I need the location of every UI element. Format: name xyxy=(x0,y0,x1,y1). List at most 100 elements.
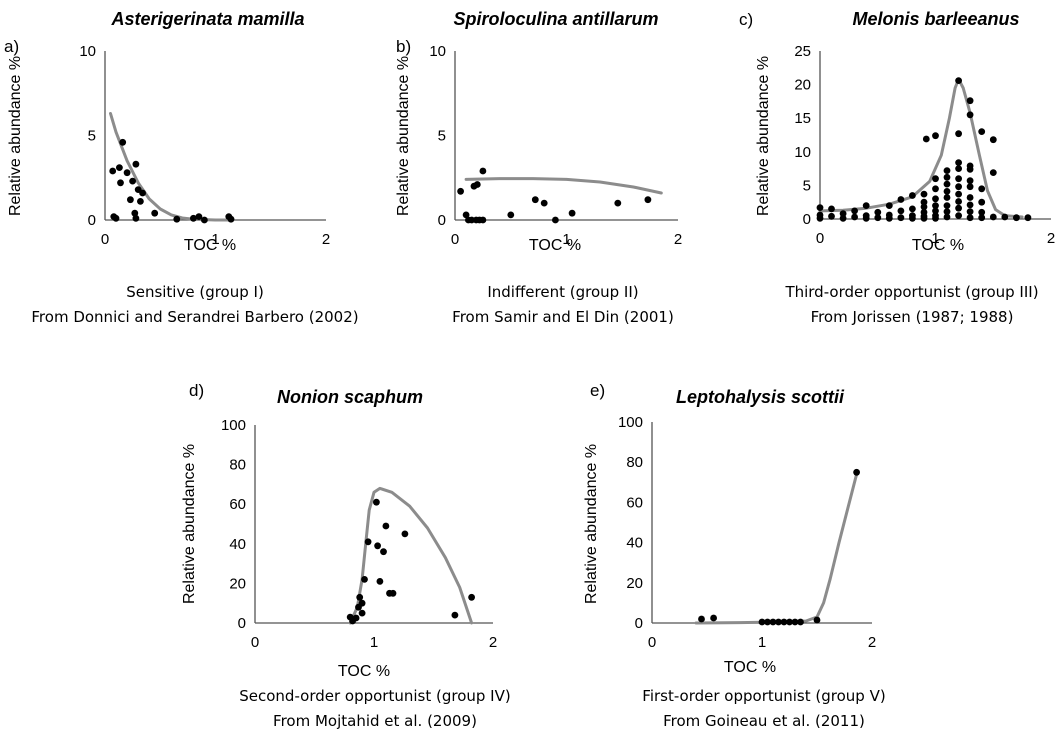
panel-3-data-point xyxy=(955,175,962,183)
panel-1-data-point xyxy=(126,196,134,204)
panel-3-title: Melonis barleeanus xyxy=(852,9,1019,29)
panel-3-data-point xyxy=(897,196,905,203)
panel-5-fit-curve xyxy=(694,472,859,625)
panel-1-data-point xyxy=(112,214,120,222)
panel-3-data-point xyxy=(966,214,974,222)
panel-3-data-point xyxy=(943,167,951,175)
panel-4-y-tick-label: 40 xyxy=(229,536,246,553)
panel-1-data-point xyxy=(123,169,131,177)
panel-1-data-point xyxy=(129,177,137,185)
panel-2-y-tick-label: 5 xyxy=(438,128,446,145)
panel-1-title: Asterigerinata mamilla xyxy=(110,9,304,29)
panel-4-data-point xyxy=(380,548,387,556)
panel-1-caption-group: Sensitive (group I) xyxy=(126,283,264,301)
panel-2-data-point xyxy=(479,167,487,175)
panel-3-y-axis-label: Relative abundance % xyxy=(755,56,772,216)
panel-4-x-tick-label: 1 xyxy=(370,634,378,651)
panel-3-x-tick-label: 2 xyxy=(1047,230,1055,247)
panel-4-data-point xyxy=(401,530,409,538)
panel-4-y-tick-label: 60 xyxy=(229,496,246,513)
panel-3-data-point xyxy=(828,205,835,213)
panel-3-caption-source: From Jorissen (1987; 1988) xyxy=(811,308,1014,326)
panel-4-data-point xyxy=(382,522,390,530)
panel-4-caption-group: Second-order opportunist (group IV) xyxy=(239,687,510,705)
panel-2-x-axis-label: TOC % xyxy=(529,237,581,254)
panel-4-data-point xyxy=(358,609,366,617)
panel-3-y-tick-label: 0 xyxy=(803,211,811,228)
panel-5-data-point xyxy=(769,618,777,626)
panel-3-data-point xyxy=(966,165,974,173)
panel-2-title: Spiroloculina antillarum xyxy=(453,9,658,29)
panel-3-data-point xyxy=(978,198,986,206)
panel-3-data-point xyxy=(955,130,962,138)
panel-2-data-point xyxy=(540,199,548,207)
panel-1-data-point xyxy=(139,189,147,197)
panel-3-data-point xyxy=(932,132,939,140)
panel-4-data-point xyxy=(364,538,372,546)
panel-4-y-tick-label: 100 xyxy=(221,417,246,434)
panel-3-data-point xyxy=(932,175,939,183)
panel-3-data-point xyxy=(1001,213,1009,221)
panel-2-x-tick-label: 0 xyxy=(451,231,459,248)
panel-2-data-point xyxy=(507,211,515,219)
panel-1-data-point xyxy=(117,179,124,187)
panel-3-data-point xyxy=(955,190,962,198)
panel-2-x-tick-label: 1 xyxy=(562,231,570,248)
panel-1-data-point xyxy=(190,214,197,222)
panel-1-fit-curve xyxy=(109,112,234,222)
panel-2-data-point xyxy=(644,196,652,204)
panel-3-x-tick-label: 1 xyxy=(931,230,939,247)
panel-1-data-point xyxy=(131,209,139,217)
panel-4-data-point xyxy=(358,599,366,607)
panel-3-y-tick-label: 20 xyxy=(794,77,811,94)
panel-3-data-point xyxy=(932,207,939,215)
panel-1-x-axis-label: TOC % xyxy=(184,237,236,254)
panel-4-data-point xyxy=(389,589,397,597)
panel-2-data-point xyxy=(531,196,539,204)
panel-4-data-point xyxy=(374,542,381,550)
panel-2-data-point xyxy=(457,187,464,195)
panel-3-fit-curve xyxy=(818,77,1024,219)
panel-3-data-point xyxy=(897,214,905,222)
panel-3-data-point xyxy=(955,198,962,205)
panel-4-x-tick-label: 2 xyxy=(489,634,497,651)
panel-5-y-tick-label: 0 xyxy=(635,615,643,632)
panel-3-x-tick-label: 0 xyxy=(816,230,824,247)
panel-4-x-tick-label: 0 xyxy=(251,634,259,651)
panel-3-data-point xyxy=(1024,214,1032,222)
panel-5-y-axis-label: Relative abundance % xyxy=(583,444,600,604)
panel-3-data-point xyxy=(943,173,951,181)
panel-1-data-point xyxy=(137,198,144,205)
panel-5-y-tick-label: 60 xyxy=(626,494,643,511)
panel-4-y-tick-label: 80 xyxy=(229,457,246,474)
panel-3-data-point xyxy=(897,207,905,215)
panel-3-data-point xyxy=(966,177,974,185)
panel-3-data-point xyxy=(943,180,951,188)
panel-3-data-point xyxy=(920,214,928,222)
panel-2-data-point xyxy=(614,199,622,207)
panel-3-data-point xyxy=(966,97,974,105)
panel-3-y-tick-label: 10 xyxy=(794,144,811,161)
panel-3-data-point xyxy=(943,202,951,210)
panel-2-data-point xyxy=(568,209,576,217)
panel-3-data-point xyxy=(816,204,824,212)
panel-5-x-tick-label: 2 xyxy=(868,634,876,651)
panel-3-data-point xyxy=(932,185,939,193)
panel-1-y-tick-label: 5 xyxy=(88,128,96,145)
panel-1-data-point xyxy=(109,167,117,175)
panel-4-data-point xyxy=(451,611,459,619)
panel-3-data-point xyxy=(955,77,962,84)
panel-5-x-tick-label: 1 xyxy=(758,634,766,651)
panel-3-data-point xyxy=(828,212,835,220)
panel-3-data-point xyxy=(874,208,882,216)
panel-3-data-point xyxy=(862,214,870,222)
panel-2-data-point xyxy=(479,216,487,224)
panel-3-data-point xyxy=(1013,214,1020,222)
panel-3-data-point xyxy=(943,194,951,201)
panel-3-data-point xyxy=(885,202,893,210)
panel-3-letter: c) xyxy=(739,10,753,29)
panel-4-data-point xyxy=(468,593,475,601)
panel-4-data-point xyxy=(373,498,380,506)
panel-3-data-point xyxy=(839,214,847,222)
